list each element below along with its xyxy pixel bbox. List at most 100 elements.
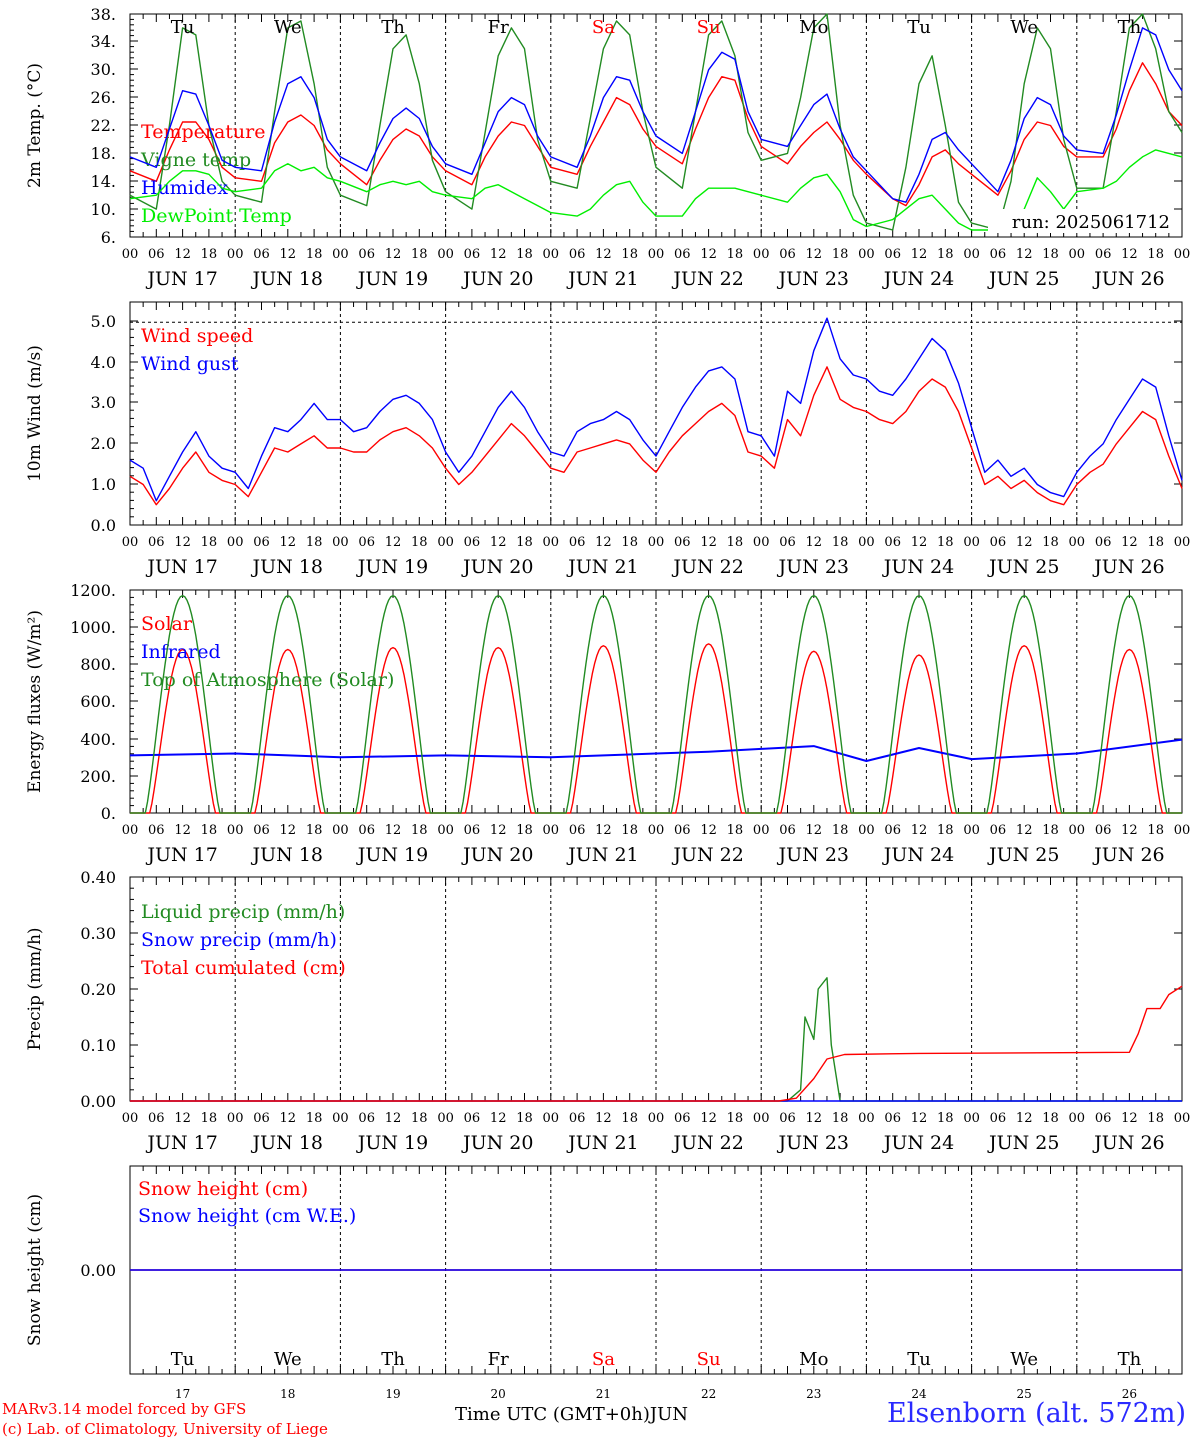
hour-label: 18	[411, 535, 428, 550]
y-tick-label: 0.10	[80, 1036, 116, 1055]
hour-label: 06	[1095, 1111, 1112, 1126]
day-label: JUN 22	[671, 556, 743, 578]
day-number: 24	[911, 1387, 927, 1401]
hour-label: 12	[595, 535, 612, 550]
hour-label: 06	[884, 535, 901, 550]
y-tick-label: 0.00	[80, 1261, 116, 1280]
day-number: 19	[385, 1387, 400, 1401]
hour-label: 00	[753, 247, 770, 262]
hour-label: 12	[911, 247, 928, 262]
hour-label: 06	[990, 823, 1007, 838]
hour-label: 12	[806, 535, 823, 550]
hour-label: 00	[1069, 535, 1086, 550]
hour-label: 12	[700, 247, 717, 262]
y-tick-label: 10.	[91, 200, 116, 219]
hour-label: 18	[937, 1111, 954, 1126]
day-label: JUN 25	[987, 844, 1059, 866]
weekday-label-top: Mo	[799, 17, 828, 38]
hour-label: 00	[648, 247, 665, 262]
hour-label: 06	[884, 1111, 901, 1126]
legend-entry: Top of Atmosphere (Solar)	[141, 669, 394, 691]
hour-label: 12	[911, 1111, 928, 1126]
y-tick-label: 2.0	[91, 434, 116, 453]
day-label: JUN 19	[356, 556, 428, 578]
y-tick-label: 0.00	[80, 1092, 116, 1111]
y-axis-label: 10m Wind (m/s)	[25, 345, 45, 482]
day-label: JUN 21	[566, 844, 638, 866]
series-line-wind-1	[129, 317, 1183, 502]
weekday-label-top: Fr	[488, 17, 509, 38]
hour-label: 12	[280, 535, 297, 550]
day-label: JUN 24	[882, 268, 954, 290]
day-label: JUN 26	[1092, 1132, 1164, 1154]
hour-label: 12	[280, 247, 297, 262]
weekday-label-bottom: Tu	[907, 1349, 931, 1370]
run-label: run: 2025061712	[1012, 212, 1170, 233]
day-number: 26	[1122, 1387, 1137, 1401]
hour-label: 06	[253, 823, 270, 838]
weekday-label-top: We	[274, 17, 302, 38]
hour-label: 00	[122, 1111, 139, 1126]
x-axis-month: JUN	[649, 1404, 689, 1425]
y-tick-label: 1.0	[91, 475, 116, 494]
weekday-label-bottom: Mo	[799, 1349, 828, 1370]
hour-label: 12	[595, 1111, 612, 1126]
hour-label: 12	[806, 823, 823, 838]
hour-label: 06	[674, 823, 691, 838]
day-label: JUN 22	[671, 844, 743, 866]
weekday-label-bottom: Th	[1118, 1349, 1142, 1370]
hour-label: 00	[543, 1111, 560, 1126]
hour-label: 18	[516, 247, 533, 262]
hour-label: 00	[1069, 1111, 1086, 1126]
hour-label: 18	[201, 535, 218, 550]
hour-label: 00	[858, 535, 875, 550]
y-tick-label: 4.0	[91, 353, 116, 372]
hour-label: 12	[385, 1111, 402, 1126]
day-label: JUN 22	[671, 268, 743, 290]
day-label: JUN 25	[987, 268, 1059, 290]
hour-label: 00	[963, 1111, 980, 1126]
y-tick-label: 0.20	[80, 980, 116, 999]
hour-label: 00	[332, 247, 349, 262]
y-tick-label: 30.	[91, 60, 116, 79]
legend-entry: Snow precip (mm/h)	[141, 929, 337, 951]
day-label: JUN 19	[356, 268, 428, 290]
hour-label: 00	[437, 247, 454, 262]
hour-label: 18	[621, 823, 638, 838]
hour-label: 12	[700, 823, 717, 838]
day-label: JUN 26	[1092, 556, 1164, 578]
hour-label: 18	[411, 823, 428, 838]
hour-label: 12	[385, 535, 402, 550]
hour-label: 06	[1095, 823, 1112, 838]
hour-label: 12	[174, 1111, 191, 1126]
weekday-label-top: Su	[697, 17, 721, 38]
y-tick-label: 0.40	[80, 868, 116, 887]
hour-label: 06	[358, 1111, 375, 1126]
hour-label: 06	[148, 247, 165, 262]
hour-label: 00	[227, 823, 244, 838]
hour-label: 12	[1121, 535, 1138, 550]
hour-label: 12	[1016, 823, 1033, 838]
legend-entry: Wind gust	[141, 353, 239, 375]
day-label: JUN 22	[671, 1132, 743, 1154]
hour-label: 12	[280, 823, 297, 838]
hour-label: 06	[148, 823, 165, 838]
y-tick-label: 1200.	[70, 581, 116, 600]
hour-label: 00	[437, 535, 454, 550]
station-name: Elsenborn (alt. 572m)	[887, 1398, 1186, 1429]
day-number: 23	[806, 1387, 821, 1401]
y-tick-label: 5.0	[91, 312, 116, 331]
hour-label: 06	[779, 1111, 796, 1126]
hour-label: 18	[937, 535, 954, 550]
hour-label: 06	[1095, 535, 1112, 550]
run-label-bg	[988, 209, 1174, 233]
hour-label: 18	[201, 247, 218, 262]
hour-label: 00	[1174, 1111, 1191, 1126]
hour-label: 18	[937, 823, 954, 838]
hour-label: 06	[148, 535, 165, 550]
x-axis-title-text: Time UTC (GMT+0h)	[455, 1404, 650, 1425]
legend-entry: Solar	[141, 613, 193, 635]
series-line-precip-2	[130, 985, 1183, 1102]
y-tick-label: 38.	[91, 5, 116, 24]
